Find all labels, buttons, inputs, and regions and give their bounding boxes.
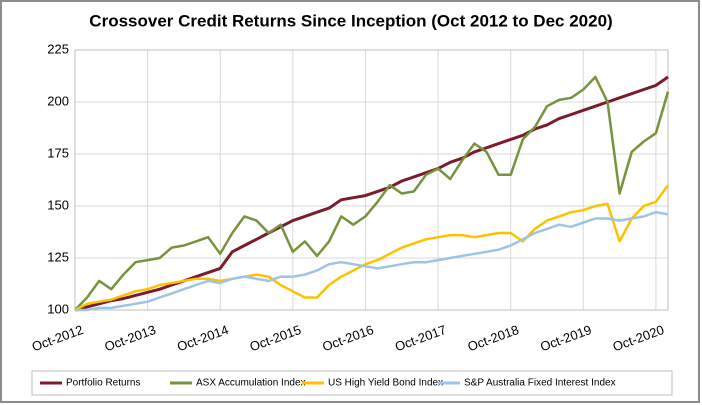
- y-tick-label: 125: [47, 249, 69, 264]
- legend-label: S&P Australia Fixed Interest Index: [464, 378, 616, 389]
- series-line: [74, 75, 669, 312]
- legend-label: US High Yield Bond Index: [328, 378, 443, 389]
- chart-title: Crossover Credit Returns Since Inception…: [89, 11, 612, 30]
- y-tick-label: 175: [47, 145, 69, 160]
- y-tick-label: 100: [47, 301, 69, 316]
- plot-border: [74, 49, 669, 311]
- y-tick-label: 225: [47, 41, 69, 56]
- series-line: [74, 184, 670, 312]
- y-tick-label: 150: [47, 197, 69, 212]
- series-line: [74, 75, 670, 311]
- series-line: [75, 210, 669, 312]
- legend-label: Portfolio Returns: [66, 378, 140, 389]
- y-tick-label: 200: [47, 93, 69, 108]
- legend-label: ASX Accumulation Index: [196, 378, 306, 389]
- legend-box: [31, 370, 673, 396]
